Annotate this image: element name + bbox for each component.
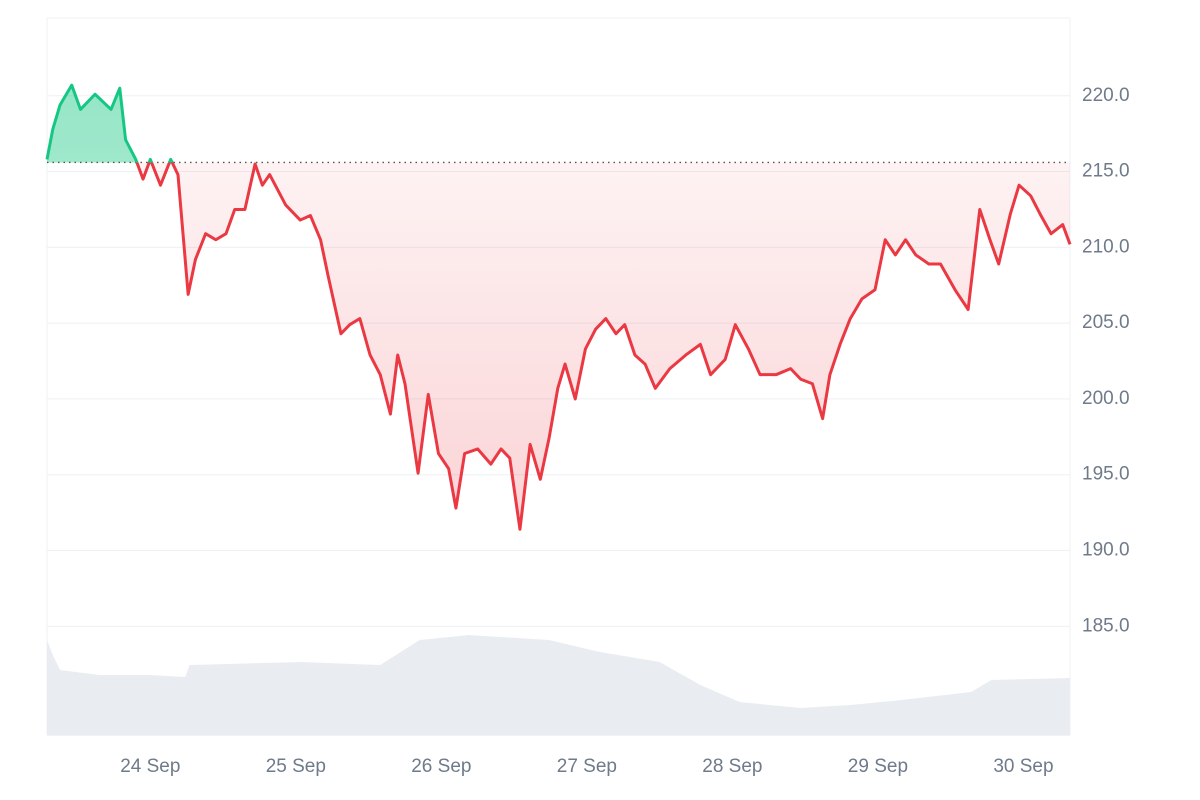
y-tick-label: 185.0: [1082, 615, 1130, 636]
y-tick-label: 215.0: [1082, 161, 1130, 182]
x-tick-label: 25 Sep: [266, 756, 326, 777]
x-tick-label: 24 Sep: [120, 756, 180, 777]
y-tick-label: 210.0: [1082, 236, 1130, 257]
price-line-down: [135, 162, 1072, 531]
y-tick-label: 195.0: [1082, 464, 1130, 485]
x-tick-label: 29 Sep: [848, 756, 908, 777]
x-tick-label: 27 Sep: [557, 756, 617, 777]
x-tick-label: 28 Sep: [702, 756, 762, 777]
area-down: [136, 162, 1070, 530]
volume-area: [47, 635, 1070, 735]
y-tick-label: 200.0: [1082, 388, 1130, 409]
y-tick-label: 205.0: [1082, 312, 1130, 333]
y-tick-label: 190.0: [1082, 540, 1130, 561]
y-tick-label: 220.0: [1082, 85, 1130, 106]
x-tick-label: 30 Sep: [993, 756, 1053, 777]
x-tick-label: 26 Sep: [411, 756, 471, 777]
